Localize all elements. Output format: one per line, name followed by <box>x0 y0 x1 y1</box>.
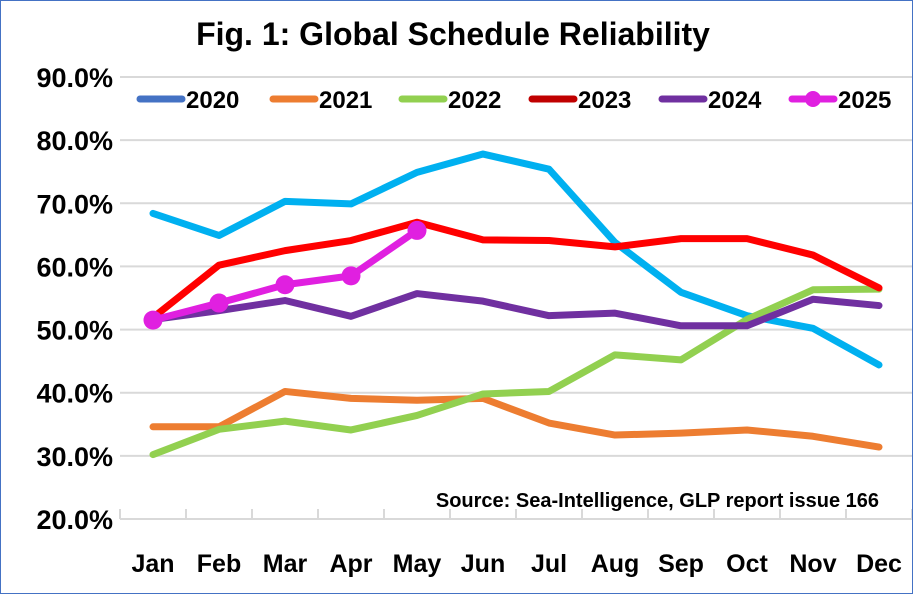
legend-item-2020: 2020 <box>136 87 239 114</box>
legend: 2020 2021 2022 2023 2024 2025 <box>136 87 891 114</box>
y-tick-label: 90.0% <box>36 63 113 93</box>
data-point <box>143 310 163 330</box>
x-tick-label: Sep <box>658 550 704 578</box>
x-tick-label: Jan <box>131 550 174 578</box>
x-tick-label: May <box>393 550 442 578</box>
y-tick-label: 80.0% <box>36 126 113 156</box>
legend-label: 2023 <box>578 87 631 114</box>
series-2021 <box>149 387 883 451</box>
legend-label: 2022 <box>448 87 501 114</box>
data-point <box>407 220 427 240</box>
line-2021 <box>149 387 883 451</box>
data-point <box>275 275 295 295</box>
legend-item-2021: 2021 <box>269 87 372 114</box>
series-2024 <box>149 290 883 330</box>
legend-label: 2024 <box>708 87 762 114</box>
y-tick-label: 40.0% <box>36 379 113 409</box>
series-2022 <box>149 285 883 459</box>
x-tick-label: Aug <box>591 550 640 578</box>
x-tick-label: Feb <box>197 550 241 578</box>
x-tick-label: Jul <box>531 550 567 578</box>
series-2023 <box>149 218 883 322</box>
x-tick-label: Jun <box>461 550 505 578</box>
legend-label: 2021 <box>319 87 372 114</box>
legend-marker <box>805 91 821 107</box>
x-axis: Jan Feb Mar Apr May Jun Jul Aug Sep Oct Nov Dec <box>119 509 913 578</box>
x-tick-label: Apr <box>329 550 372 578</box>
y-tick-label: 20.0% <box>36 505 113 535</box>
line-2023 <box>149 218 883 322</box>
x-tick-label: Mar <box>263 550 308 578</box>
line-2024 <box>149 290 883 330</box>
data-point <box>209 293 229 313</box>
y-tick-label: 50.0% <box>36 316 113 346</box>
x-tick-label: Dec <box>856 550 902 578</box>
y-tick-label: 60.0% <box>36 252 113 282</box>
y-tick-label: 70.0% <box>36 189 113 219</box>
series-lines <box>143 150 883 459</box>
line-2022 <box>149 285 883 459</box>
legend-item-2022: 2022 <box>398 87 501 114</box>
legend-item-2025: 2025 <box>788 87 891 114</box>
series-2025 <box>143 220 427 330</box>
legend-item-2024: 2024 <box>658 87 762 114</box>
x-tick-label: Nov <box>789 550 836 578</box>
data-point <box>341 266 361 286</box>
y-axis-labels: 20.0% 30.0% 40.0% 50.0% 60.0% 70.0% 80.0% 90.0% <box>36 63 113 535</box>
gridlines <box>120 76 912 457</box>
legend-label: 2020 <box>186 87 239 114</box>
line-2020 <box>149 150 883 369</box>
legend-item-2023: 2023 <box>528 87 631 114</box>
y-tick-label: 30.0% <box>36 442 113 472</box>
source-annotation: Source: Sea-Intelligence, GLP report iss… <box>436 490 879 512</box>
legend-label: 2025 <box>838 87 891 114</box>
chart-title: Fig. 1: Global Schedule Reliability <box>196 16 710 52</box>
x-tick-label: Oct <box>726 550 768 578</box>
series-2020 <box>149 150 883 369</box>
